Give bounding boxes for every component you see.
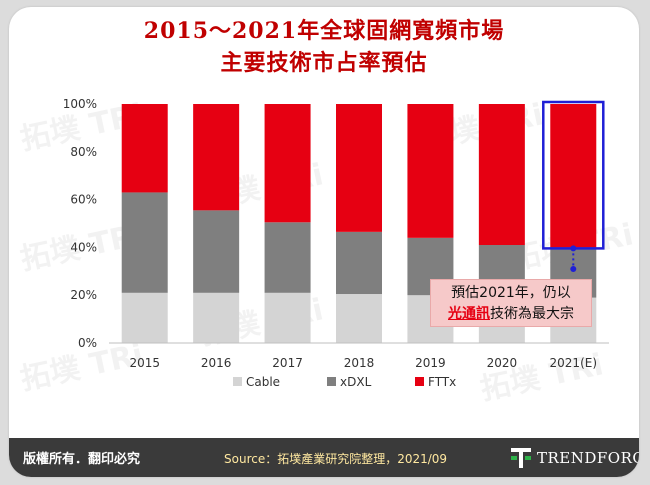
copyright-text: 版權所有．翻印必究 — [23, 452, 141, 467]
bar-segment-fttx — [264, 104, 311, 223]
stacked-bar-chart: 0% 20% 40% 60% 80% 100% 2015 2016 2017 2018 2019 2… — [63, 97, 609, 389]
footer-bar: 版權所有．翻印必究 Source：拓墣產業研究院整理，2021/09 TREND… — [9, 438, 639, 477]
x-tick-label: 2018 — [344, 356, 375, 370]
bar-segment-xdxl — [121, 192, 168, 293]
bar-segment-fttx — [407, 104, 454, 238]
trendforce-logo-icon — [511, 448, 531, 468]
chart-subtitle: 主要技術市占率預估 — [220, 50, 428, 76]
trendforce-logo-text: TRENDFORCE — [537, 449, 639, 467]
x-tick-label: 2020 — [487, 356, 518, 370]
chart-title: 2015～2021年全球固網寬頻市場 — [143, 18, 505, 44]
source-text: Source：拓墣產業研究院整理，2021/09 — [224, 452, 448, 466]
callout-line1: 預估2021年，仍以 — [451, 285, 571, 301]
y-tick-label: 0% — [78, 336, 97, 350]
callout-line2-rest: 技術為最大宗 — [490, 306, 574, 322]
x-tick-label: 2019 — [415, 356, 446, 370]
bar-segment-fttx — [193, 104, 240, 211]
y-tick-label: 60% — [70, 193, 97, 207]
x-tick-label: 2015 — [129, 356, 160, 370]
highlight-dot — [570, 245, 577, 252]
bar-segment-cable — [336, 294, 382, 343]
bar-segment-cable — [193, 292, 240, 343]
bar-segment-fttx — [550, 104, 597, 248]
legend-swatch-xdxl — [327, 377, 336, 386]
legend-label-cable: Cable — [246, 375, 280, 389]
slide-frame: 拓墣 TRi 拓墣 TRi 拓墣 TRi 拓墣 TRi 拓墣 TRi 拓墣 TR… — [9, 7, 639, 477]
bar-segment-xdxl — [264, 222, 311, 293]
y-tick-label: 100% — [63, 97, 97, 111]
y-tick-label: 20% — [70, 288, 97, 302]
x-tick-label: 2016 — [201, 356, 232, 370]
legend-swatch-fttx — [415, 377, 424, 386]
bar-segment-cable — [264, 292, 311, 343]
bar-segment-fttx — [336, 104, 382, 232]
bar-segment-fttx — [478, 104, 525, 246]
legend-swatch-cable — [233, 377, 242, 386]
legend-label-xdxl: xDXL — [340, 375, 372, 389]
x-tick-label: 2017 — [272, 356, 303, 370]
bar-segment-cable — [121, 292, 168, 343]
y-tick-label: 80% — [70, 145, 97, 159]
legend-label-fttx: FTTx — [428, 375, 456, 389]
bar-segment-xdxl — [336, 231, 382, 295]
bar-segment-xdxl — [193, 210, 240, 293]
callout-line2: 光通訊技術為最大宗 — [431, 304, 591, 325]
callout-box: 預估2021年，仍以 光通訊技術為最大宗 — [430, 279, 592, 327]
x-tick-label: 2021(E) — [550, 356, 597, 370]
callout-underlined-term: 光通訊 — [448, 306, 490, 322]
trendforce-logo: TRENDFORCE — [509, 446, 639, 470]
bar-segment-fttx — [121, 104, 168, 193]
highlight-dot — [570, 266, 577, 272]
y-tick-label: 40% — [70, 240, 97, 254]
